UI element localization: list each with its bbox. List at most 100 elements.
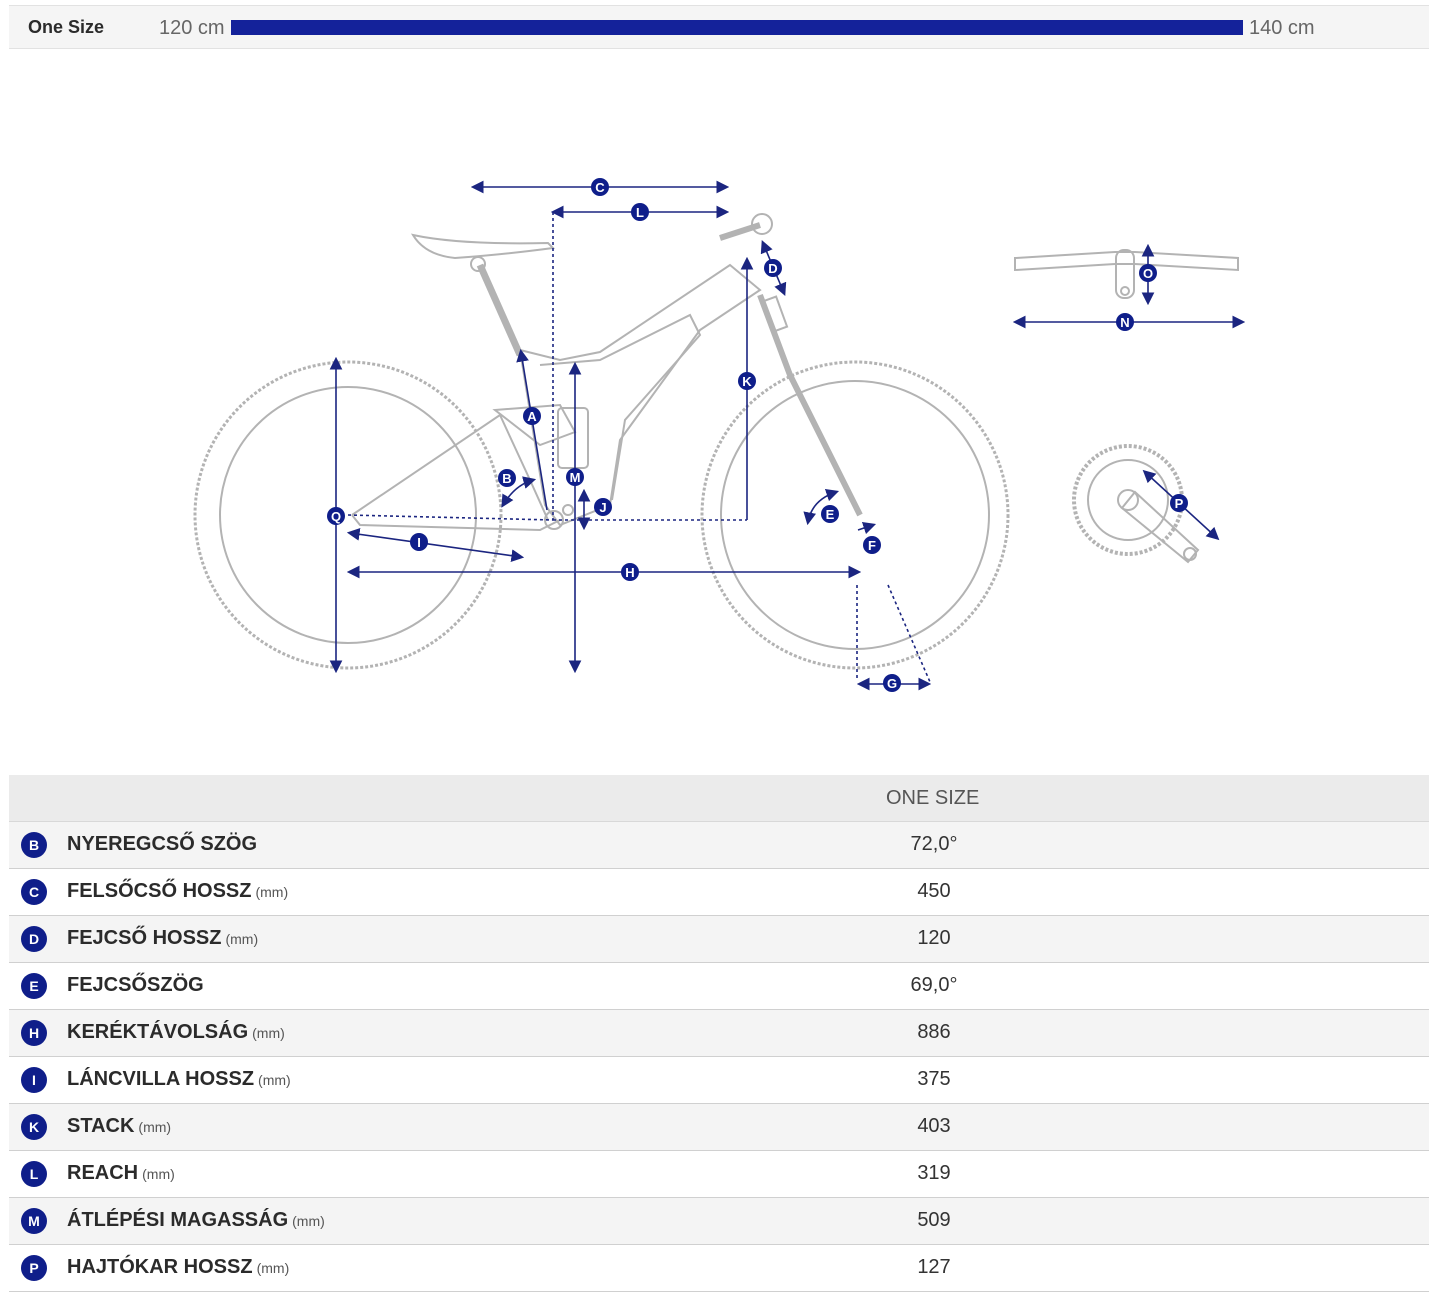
bar-clamp xyxy=(751,213,773,235)
marker-circle xyxy=(621,563,639,581)
marker-letter: M xyxy=(570,470,581,485)
marker-n: N xyxy=(1116,313,1134,331)
marker-i: I xyxy=(410,533,428,551)
dimension-value: 120 xyxy=(917,927,951,949)
chainstay xyxy=(351,514,561,532)
dimension-unit: (mm) xyxy=(255,884,289,900)
dimension-name: FEJCSŐSZÖG xyxy=(67,974,204,996)
dimension-unit: (mm) xyxy=(292,1213,325,1229)
marker-circle xyxy=(1139,264,1157,282)
seatstay xyxy=(351,413,549,521)
dimension-label: FEJCSŐ HOSSZ (mm) xyxy=(67,927,258,950)
marker-j: J xyxy=(594,498,612,516)
marker-b: B xyxy=(498,469,516,487)
front-rim xyxy=(720,380,990,650)
dimension-letter-badge: E xyxy=(21,973,47,999)
dimension-unit: (mm) xyxy=(256,1260,290,1276)
marker-letter: B xyxy=(502,471,511,486)
dimension-letter-badge: C xyxy=(21,879,47,905)
dimension-letter-badge: B xyxy=(21,832,47,858)
marker-circle xyxy=(523,407,541,425)
dimension-value: 375 xyxy=(917,1068,951,1090)
dimension-letter-badge: P xyxy=(21,1255,47,1281)
handlebar-stem xyxy=(1115,249,1135,299)
handlebar-detail xyxy=(1014,249,1239,299)
marker-f: F xyxy=(863,536,881,554)
marker-circle xyxy=(821,505,839,523)
dimension-label: HAJTÓKAR HOSSZ (mm) xyxy=(67,1256,289,1279)
head-tube xyxy=(761,295,789,333)
marker-letter: O xyxy=(1143,266,1153,281)
dimension-unit: (mm) xyxy=(252,1025,285,1041)
dimension-name: KERÉKTÁVOLSÁG xyxy=(67,1021,249,1043)
marker-letter: D xyxy=(768,261,777,276)
table-row: H KERÉKTÁVOLSÁG (mm) 886 xyxy=(9,1010,1429,1057)
dimension-unit: (mm) xyxy=(225,931,259,947)
rear-shock xyxy=(557,407,589,469)
marker-circle xyxy=(594,498,612,516)
dimension-unit: (mm) xyxy=(258,1072,291,1088)
marker-h: H xyxy=(621,563,639,581)
dimension-label: STACK (mm) xyxy=(67,1115,171,1138)
dimension-label: REACH (mm) xyxy=(67,1162,175,1185)
table-row: B NYEREGCSŐ SZÖG 72,0° xyxy=(9,822,1429,869)
dimension-value: 403 xyxy=(917,1115,951,1137)
dimension-unit: (mm) xyxy=(142,1166,175,1182)
marker-circle xyxy=(631,203,649,221)
marker-circle xyxy=(327,507,345,525)
seatpost xyxy=(476,263,524,357)
table-row: D FEJCSŐ HOSSZ (mm) 120 xyxy=(9,916,1429,963)
marker-letter: E xyxy=(826,507,835,522)
dimension-letter-badge: D xyxy=(21,926,47,952)
dimension-letter-badge: L xyxy=(21,1161,47,1187)
marker-circle xyxy=(410,533,428,551)
dim-q-dash xyxy=(347,514,554,521)
table-row: C FELSŐCSŐ HOSSZ (mm) 450 xyxy=(9,869,1429,916)
front-tire xyxy=(700,360,1010,670)
marker-circle xyxy=(591,178,609,196)
dimension-letter-badge: M xyxy=(21,1208,47,1234)
dimension-label: FELSŐCSŐ HOSSZ (mm) xyxy=(67,880,288,903)
marker-letter: F xyxy=(868,538,876,553)
dim-b-arc xyxy=(501,476,537,508)
dimension-letter-badge: H xyxy=(21,1020,47,1046)
dimension-letter-badge: K xyxy=(21,1114,47,1140)
geometry-table-header: ONE SIZE xyxy=(9,775,1429,822)
table-row: L REACH (mm) 319 xyxy=(9,1151,1429,1198)
rear-rim xyxy=(219,386,477,644)
marker-circle xyxy=(764,259,782,277)
dimension-value: 127 xyxy=(917,1256,951,1278)
marker-letter: H xyxy=(625,565,634,580)
marker-letter: J xyxy=(599,500,606,515)
dim-e-arc xyxy=(803,488,840,526)
dimension-name: NYEREGCSŐ SZÖG xyxy=(67,833,258,855)
marker-letter: Q xyxy=(331,509,341,524)
marker-circle xyxy=(738,372,756,390)
marker-q: Q xyxy=(327,507,345,525)
marker-letter: C xyxy=(595,180,605,195)
marker-letter: P xyxy=(1175,496,1184,511)
marker-k: K xyxy=(738,372,756,390)
marker-circle xyxy=(883,674,901,692)
dimension-value: 886 xyxy=(917,1021,951,1043)
size-name: One Size xyxy=(28,17,105,37)
marker-e: E xyxy=(821,505,839,523)
bike-geometry-diagram: A B C D E F G H I J K L M N O P Q xyxy=(0,60,1429,770)
dimension-name: LÁNCVILLA HOSSZ xyxy=(67,1068,255,1090)
dimension-label: ÁTLÉPÉSI MAGASSÁG (mm) xyxy=(67,1209,325,1232)
saddle xyxy=(410,233,556,260)
table-row: K STACK (mm) 403 xyxy=(9,1104,1429,1151)
seat-clamp xyxy=(470,256,486,272)
table-row: E FEJCSŐSZÖG 69,0° xyxy=(9,963,1429,1010)
marker-l: L xyxy=(631,203,649,221)
table-row: M ÁTLÉPÉSI MAGASSÁG (mm) 509 xyxy=(9,1198,1429,1245)
dimension-name: ÁTLÉPÉSI MAGASSÁG xyxy=(67,1209,289,1231)
marker-circle xyxy=(1116,313,1134,331)
dimension-label: FEJCSŐSZÖG xyxy=(67,974,208,997)
handlebar xyxy=(1014,251,1239,272)
rear-tire xyxy=(193,360,503,670)
main-frame xyxy=(518,263,762,527)
dim-f-line xyxy=(857,521,877,535)
dimension-letter-badge: I xyxy=(21,1067,47,1093)
marker-letter: K xyxy=(742,374,752,389)
